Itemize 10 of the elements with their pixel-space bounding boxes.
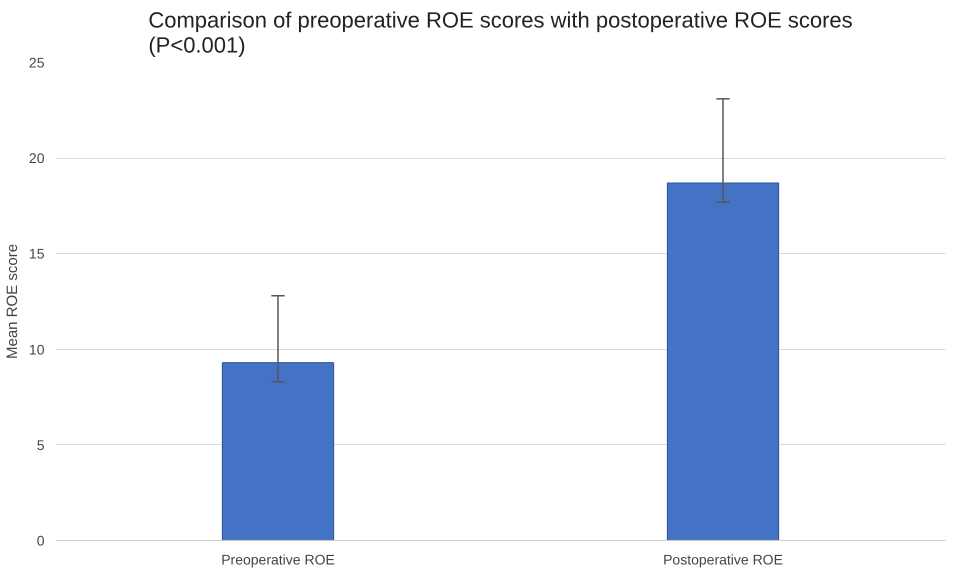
x-tick-label: Preoperative ROE [221,552,335,568]
x-tick-label: Postoperative ROE [663,552,783,568]
y-tick-label: 0 [36,532,45,548]
y-tick-label: 25 [28,54,45,70]
y-tick-label: 20 [28,150,45,166]
chart-title: Comparison of preoperative ROE scores with postoperative ROE scores (P<0.001) [148,8,853,58]
y-tick-label: 10 [28,341,45,358]
y-axis-title: Mean ROE score [4,244,21,360]
y-tick-label: 15 [28,246,45,262]
y-tick-label: 5 [36,436,45,453]
